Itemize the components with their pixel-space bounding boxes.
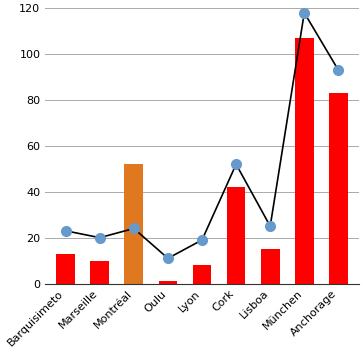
Bar [193, 265, 211, 284]
Bar [227, 187, 245, 284]
Bar [56, 254, 75, 284]
Bar [90, 260, 109, 284]
Bar [261, 249, 280, 284]
Bar [159, 281, 177, 284]
Bar [125, 164, 143, 284]
Bar [295, 38, 314, 284]
Bar [329, 93, 348, 284]
